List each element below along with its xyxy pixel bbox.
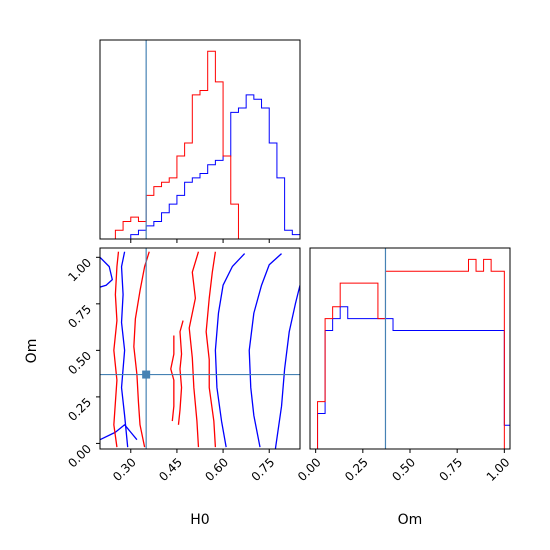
blue-contour-2 (274, 285, 300, 449)
h0-hist-red-series (100, 50, 300, 240)
red-contour-5 (170, 335, 175, 422)
om-ytick-label-3: 0.75 (65, 302, 94, 331)
om-xtick-label-4: 1.00 (484, 455, 513, 484)
blue-contour-4 (100, 424, 138, 441)
red-contour-0 (133, 251, 150, 448)
h0-xtick-label-0: 0.30 (110, 455, 139, 484)
om-ytick-label-0: 0.00 (65, 442, 94, 471)
red-contour-3 (188, 251, 200, 448)
red-contour-2 (205, 251, 217, 448)
h0-histogram-panel (99, 39, 301, 243)
om-ytick-label-2: 0.50 (65, 349, 94, 378)
om-xtick-label-0: 0.00 (295, 455, 324, 484)
x-axis-label-om: Om (398, 512, 423, 528)
blue-contour-1 (248, 253, 282, 448)
joint-truth-marker (142, 370, 151, 379)
om-hist-red-series (310, 258, 510, 450)
joint-contour-panel: 0.30 0.45 0.60 0.75 0.00 0.25 0.50 0.75 1.00 (65, 247, 301, 484)
om-hist-blue-series (310, 306, 511, 450)
blue-contour-0 (214, 253, 246, 448)
om-hist-frame (309, 247, 511, 450)
h0-xtick-label-1: 0.45 (156, 455, 185, 484)
joint-contours (100, 251, 300, 449)
om-histogram-panel: 0.00 0.25 0.50 0.75 1.00 (295, 247, 513, 484)
joint-frame (99, 247, 301, 450)
h0-hist-frame (99, 39, 301, 240)
blue-contour-3 (120, 251, 129, 448)
x-axis-label-h0: H0 (190, 512, 209, 528)
h0-xtick-label-3: 0.75 (249, 455, 278, 484)
h0-xtick-label-2: 0.60 (202, 455, 231, 484)
om-xtick-label-2: 0.50 (389, 455, 418, 484)
om-ytick-label-1: 0.25 (65, 395, 94, 424)
red-contour-4 (177, 320, 184, 425)
om-xtick-label-1: 0.25 (342, 455, 371, 484)
y-axis-label-om: Om (24, 339, 40, 364)
red-contour-1 (113, 251, 120, 448)
h0-hist-blue-series (100, 94, 301, 240)
om-xtick-label-3: 0.75 (436, 455, 465, 484)
blue-contour-5 (100, 256, 113, 288)
om-ytick-label-4: 1.00 (65, 256, 94, 285)
